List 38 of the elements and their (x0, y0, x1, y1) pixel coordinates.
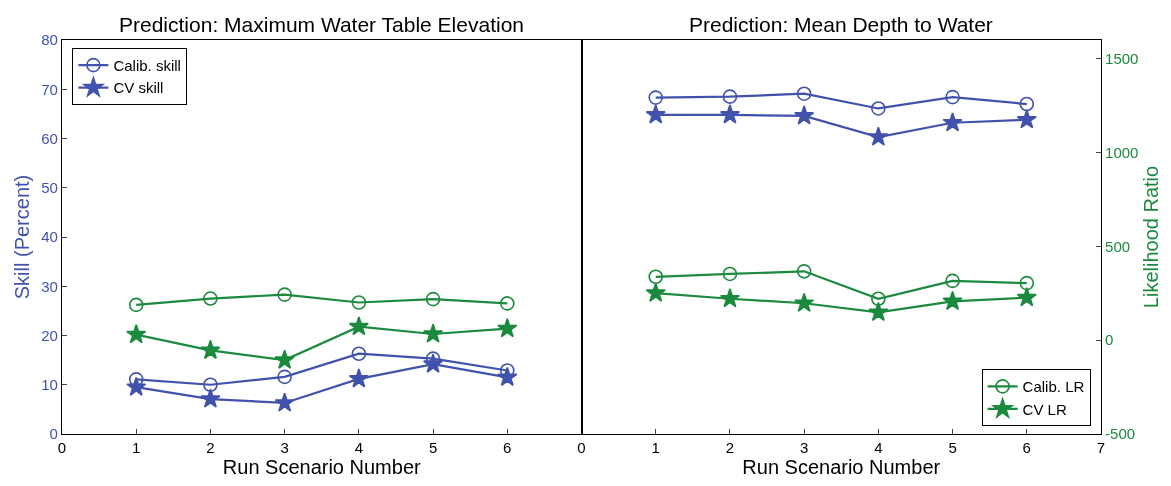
y-tick-label: 40 (41, 228, 58, 246)
x-axis-title: Run Scenario Number (222, 456, 422, 479)
x-tick-label: 4 (354, 439, 364, 457)
y-tick-label: 0 (49, 425, 58, 443)
x-axis-title: Run Scenario Number (742, 456, 941, 479)
x-tick-label: 6 (503, 439, 512, 457)
y-tick-label: 10 (41, 376, 58, 393)
y-tick-label: 50 (41, 179, 58, 196)
y-tick-label: 80 (41, 31, 58, 49)
x-tick-label: 0 (577, 439, 586, 457)
legend-label: CV LR (1022, 400, 1067, 418)
y2-tick-label: 500 (1105, 237, 1131, 255)
legend-label: Calib. LR (1022, 378, 1085, 396)
x-tick-label: 1 (651, 439, 660, 457)
chart-title: Prediction: Maximum Water Table Elevation (119, 13, 524, 36)
y2-tick-label: 1000 (1105, 143, 1139, 161)
y2-tick-label: 1500 (1105, 50, 1139, 68)
y-tick-label: 70 (41, 80, 58, 98)
x-tick-label: 3 (280, 439, 289, 457)
x-tick-label: 2 (725, 439, 735, 457)
legend-label: CV skill (113, 79, 164, 97)
x-tick-label: 1 (132, 439, 141, 457)
y-tick-label: 20 (41, 326, 58, 344)
legend-label: Calib. skill (113, 56, 181, 74)
x-tick-label: 6 (1022, 439, 1031, 457)
x-tick-label: 7 (1096, 439, 1106, 457)
y-tick-label: 30 (41, 277, 58, 295)
y2-tick-label: -500 (1105, 425, 1136, 443)
chart-title: Prediction: Mean Depth to Water (689, 13, 993, 36)
x-tick-label: 3 (799, 439, 809, 457)
x-tick-label: 2 (206, 439, 215, 457)
y2-tick-label: 0 (1105, 331, 1114, 349)
y-tick-label: 60 (41, 129, 58, 147)
x-tick-label: 5 (948, 439, 957, 457)
y-axis-title: Skill (Percent) (10, 174, 33, 300)
x-tick-label: 5 (428, 439, 438, 457)
y2-axis-title: Likelihood Ratio (1139, 165, 1162, 309)
x-tick-label: 4 (874, 439, 883, 457)
